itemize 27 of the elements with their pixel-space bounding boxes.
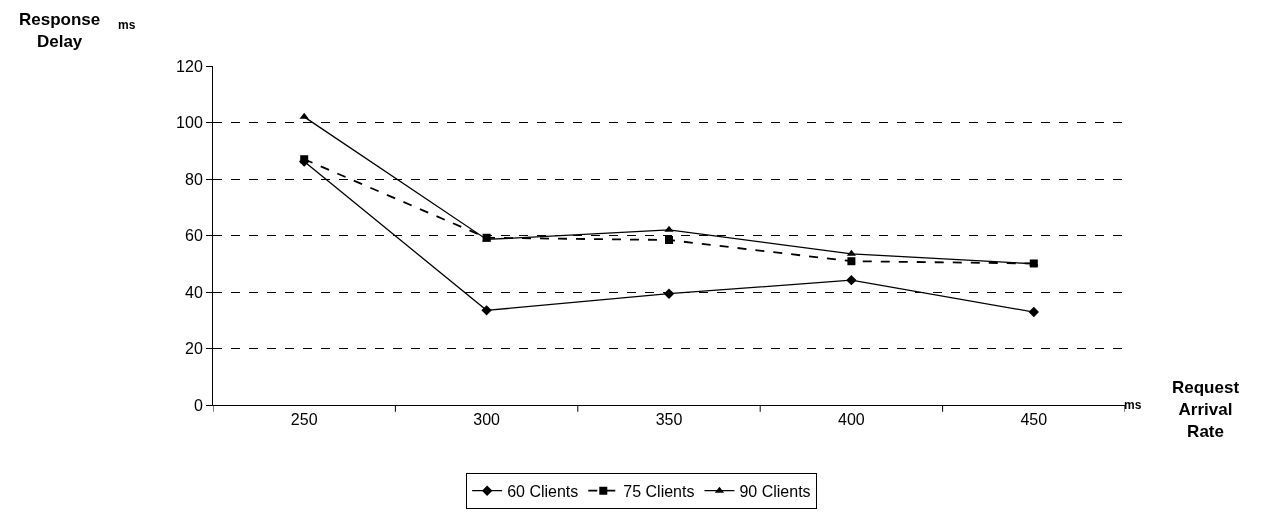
point (665, 236, 673, 245)
y-tick-label: 120 (176, 57, 203, 75)
y-tick-label: 80 (185, 170, 203, 188)
point (846, 274, 857, 286)
x-tick-label: 350 (655, 411, 683, 429)
x-tick-label: 400 (838, 411, 865, 429)
point (663, 288, 675, 299)
legend-label: 90 Clients (739, 482, 811, 500)
y-tick-label: 0 (193, 396, 203, 414)
y-tick-label: 60 (185, 227, 203, 245)
y-tick-label: 40 (185, 283, 203, 301)
legend-label: 60 Clients (507, 482, 579, 500)
y-axis-title: Response Delay (19, 10, 101, 52)
y-tick-label: 100 (176, 114, 203, 132)
point (481, 305, 492, 316)
annotation: ms (1124, 398, 1142, 412)
legend-label: 75 Clients (623, 482, 695, 500)
x-tick-label: 250 (290, 411, 318, 429)
point (664, 225, 674, 232)
point (299, 112, 309, 119)
text: ms (118, 18, 136, 32)
x-tick-label: 300 (473, 411, 501, 429)
x-axis-title: Request Arrival Rate (1172, 378, 1240, 442)
point (1028, 306, 1039, 318)
y-tick-label: 20 (185, 340, 203, 358)
point (847, 257, 856, 266)
x-tick-label: 450 (1020, 411, 1048, 429)
